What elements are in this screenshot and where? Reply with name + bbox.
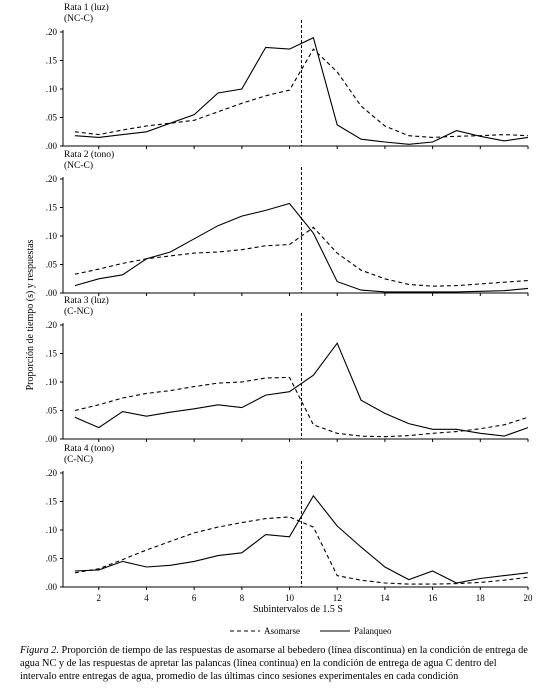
series-line-dashed (74, 376, 529, 438)
panel-title: Rata 3 (luz) (64, 295, 109, 306)
y-tick-label: .15 (46, 349, 58, 359)
y-tick-label: .00 (46, 141, 58, 151)
y-tick-label: .05 (46, 406, 58, 416)
y-tick-label: .20 (46, 320, 58, 330)
x-tick-label: 10 (285, 593, 295, 603)
y-tick-label: .00 (46, 288, 58, 298)
y-tick-label: .10 (46, 84, 58, 94)
x-tick-label: 4 (144, 593, 149, 603)
panel-title: Rata 1 (luz) (64, 2, 109, 13)
legend: Asomarse Palanqueo (230, 626, 392, 636)
panel-subtitle: (NC-C) (64, 13, 93, 24)
series-line-solid (74, 342, 529, 437)
y-tick-label: .15 (46, 203, 58, 213)
chart-panel-3: .00 .05 .10 .15 .20 Rata 3 (luz)(C-NC) (46, 295, 529, 444)
x-tick-label: 12 (333, 593, 342, 603)
x-tick-label: 2 (97, 593, 102, 603)
chart-panel-4: .00 .05 .10 .15 .20 2 4 6 8 10 12 14 16 18 20 Rata 4 (t… (46, 443, 533, 603)
x-tick-label: 6 (192, 593, 197, 603)
chart-panel-1: .00 .05 .10 .15 .20 Rata 1 (luz)(NC-C) (46, 2, 529, 151)
caption-text: Proporción de tiempo de las respuestas d… (20, 645, 528, 682)
x-tick-label: 18 (476, 593, 486, 603)
panel-title: Rata 4 (tono) (64, 443, 114, 454)
series-line-dashed (74, 226, 529, 287)
panel-subtitle: (NC-C) (64, 160, 93, 171)
series-line-solid (74, 36, 529, 145)
figure-caption: Figura 2. Proporción de tiempo de las re… (20, 644, 532, 683)
y-tick-label: .05 (46, 260, 58, 270)
x-axis-label: Subintervalos de 1.5 S (253, 604, 343, 615)
x-tick-label: 8 (240, 593, 245, 603)
legend-solid-label: Palanqueo (354, 626, 392, 636)
x-tick-label: 16 (428, 593, 438, 603)
x-tick-label: 20 (524, 593, 534, 603)
y-tick-label: .00 (46, 434, 58, 444)
y-tick-label: .20 (46, 174, 58, 184)
panel-subtitle: (C-NC) (64, 306, 93, 317)
series-line-dashed (74, 48, 529, 138)
y-tick-label: .10 (46, 525, 58, 535)
series-line-solid (74, 494, 529, 584)
y-tick-label: .15 (46, 497, 58, 507)
panel-title: Rata 2 (tono) (64, 149, 114, 160)
y-tick-label: .05 (46, 554, 58, 564)
panel-subtitle: (C-NC) (64, 454, 93, 465)
series-line-solid (74, 202, 529, 293)
y-tick-label: .05 (46, 113, 58, 123)
y-tick-label: .10 (46, 231, 58, 241)
y-tick-label: .15 (46, 56, 58, 66)
y-tick-label: .00 (46, 582, 58, 592)
chart-panel-2: .00 .05 .10 .15 .20 Rata 2 (tono)(NC-C) (46, 149, 529, 298)
y-tick-label: .10 (46, 377, 58, 387)
legend-dashed-label: Asomarse (264, 626, 300, 636)
series-line-dashed (74, 516, 529, 585)
y-tick-label: .20 (46, 468, 58, 478)
x-tick-label: 14 (380, 593, 390, 603)
y-tick-label: .20 (46, 27, 58, 37)
caption-label: Figura 2. (20, 645, 59, 656)
y-axis-label: Proporción de tiempo (s) y respuestas (25, 239, 36, 390)
